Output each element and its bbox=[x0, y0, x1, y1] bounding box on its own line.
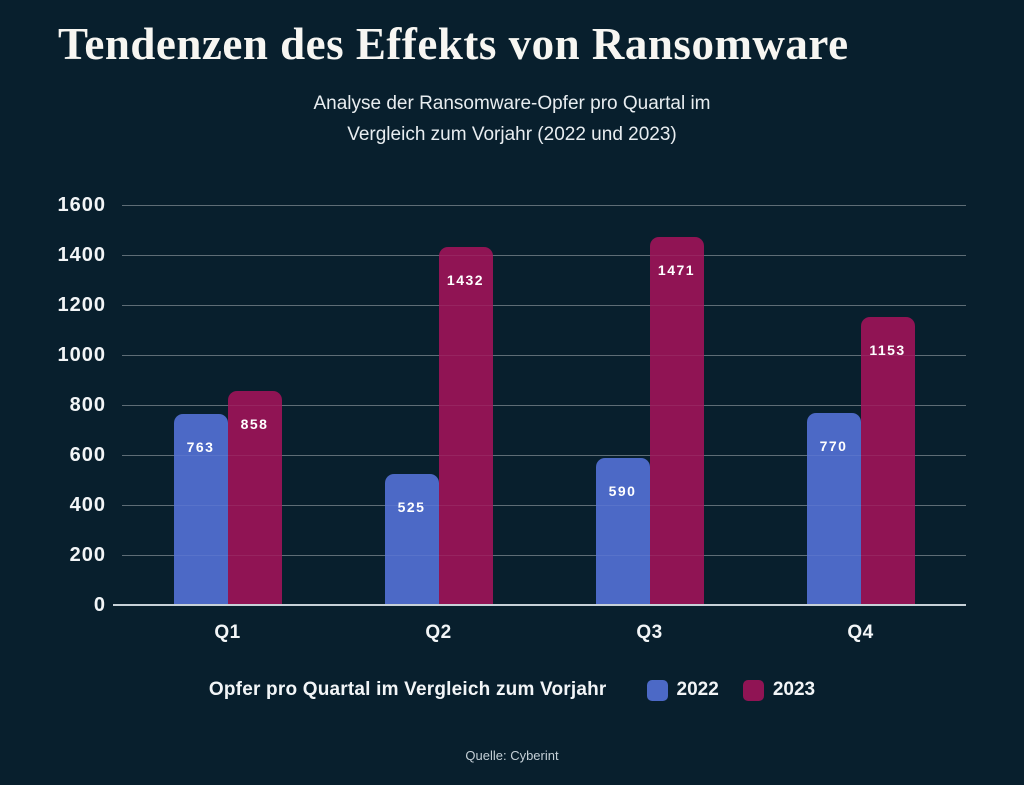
legend-swatch-2022 bbox=[646, 679, 668, 701]
chart-subtitle: Analyse der Ransomware-Opfer pro Quartal… bbox=[0, 88, 1024, 150]
gridline-overlay-800 bbox=[122, 404, 966, 406]
legend: Opfer pro Quartal im Vergleich zum Vorja… bbox=[0, 679, 1024, 701]
gridline-400 bbox=[122, 504, 966, 506]
bar-2022-q1: 763 bbox=[173, 414, 228, 605]
y-tick-label-200: 200 bbox=[69, 544, 106, 566]
x-axis-line bbox=[113, 604, 966, 606]
bar-value-label: 590 bbox=[608, 482, 637, 499]
gridline-overlay-400 bbox=[122, 504, 966, 506]
y-tick-label-1000: 1000 bbox=[57, 344, 106, 366]
bar-value-label: 858 bbox=[240, 415, 269, 432]
gridline-600 bbox=[122, 454, 966, 456]
bar-2023-q4: 1153 bbox=[860, 316, 915, 605]
subtitle-line-2: Vergleich zum Vorjahr (2022 und 2023) bbox=[347, 124, 677, 145]
bar-2022-q4: 770 bbox=[806, 412, 861, 605]
y-tick-label-1200: 1200 bbox=[57, 294, 106, 316]
legend-label-2022: 2022 bbox=[676, 679, 719, 700]
gridline-1400 bbox=[122, 254, 966, 256]
plot-area: 763 858 525 1432 590 1471 770 1153 bbox=[113, 204, 966, 606]
gridline-overlay-200 bbox=[122, 554, 966, 556]
bar-2022-q3: 590 bbox=[595, 457, 650, 605]
x-axis-label-q4: Q4 bbox=[847, 622, 874, 643]
bar-value-label: 763 bbox=[186, 439, 215, 456]
bar-value-label: 1471 bbox=[657, 262, 696, 279]
y-tick-label-600: 600 bbox=[69, 444, 106, 466]
gridline-overlay-600 bbox=[122, 454, 966, 456]
legend-item-2022: 2022 bbox=[646, 679, 719, 701]
gridline-overlay-1000 bbox=[122, 354, 966, 356]
y-tick-label-0: 0 bbox=[93, 594, 106, 616]
bar-2023-q3: 1471 bbox=[649, 237, 704, 605]
gridline-overlay-1200 bbox=[122, 304, 966, 306]
bar-value-label: 1432 bbox=[446, 272, 485, 288]
bar-2022-q2: 525 bbox=[384, 473, 439, 605]
bar-value-label: 1153 bbox=[869, 341, 906, 358]
source-note: Quelle: Cyberint bbox=[465, 748, 559, 763]
page-title: Tendenzen des Effekts von Ransomware bbox=[58, 19, 849, 69]
x-axis-label-q3: Q3 bbox=[636, 622, 663, 643]
gridline-1000 bbox=[122, 354, 966, 356]
legend-title: Opfer pro Quartal im Vergleich zum Vorja… bbox=[208, 679, 607, 700]
gridline-200 bbox=[122, 554, 966, 556]
legend-label-2023: 2023 bbox=[772, 679, 816, 700]
legend-items: 2022 2023 bbox=[646, 679, 816, 701]
y-tick-label-1600: 1600 bbox=[57, 194, 106, 216]
gridline-1200 bbox=[122, 304, 966, 306]
gridline-overlay-1400 bbox=[122, 254, 966, 256]
x-axis-label-q2: Q2 bbox=[425, 622, 452, 643]
y-tick-label-800: 800 bbox=[69, 394, 106, 416]
bar-2023-q2: 1432 bbox=[438, 247, 493, 605]
bar-value-label: 770 bbox=[819, 437, 848, 454]
gridline-800 bbox=[122, 404, 966, 406]
y-tick-label-400: 400 bbox=[69, 494, 106, 516]
legend-swatch-2023 bbox=[742, 679, 764, 701]
y-tick-label-1400: 1400 bbox=[57, 244, 106, 266]
gridline-overlay-1600 bbox=[122, 204, 966, 206]
legend-item-2023: 2023 bbox=[742, 679, 816, 701]
bar-value-label: 525 bbox=[397, 498, 426, 515]
x-axis-label-q1: Q1 bbox=[214, 622, 241, 643]
subtitle-line-1: Analyse der Ransomware-Opfer pro Quartal… bbox=[313, 93, 711, 114]
gridline-1600 bbox=[122, 204, 966, 206]
bar-2023-q1: 858 bbox=[227, 390, 282, 605]
